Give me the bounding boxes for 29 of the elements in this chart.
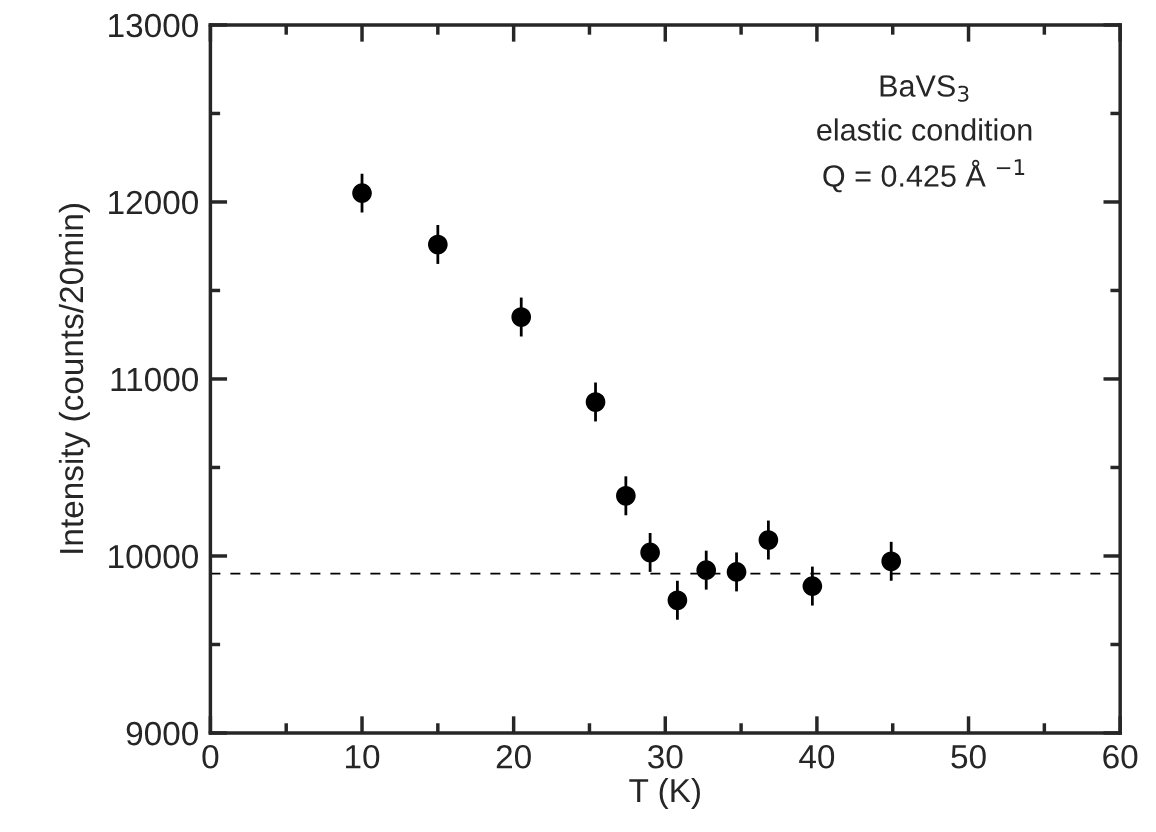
- x-tick-label: 30: [648, 744, 683, 769]
- point: [667, 590, 688, 611]
- x-tick-label: 50: [951, 744, 986, 769]
- point: [881, 551, 902, 572]
- point: [696, 560, 717, 580]
- point: [428, 234, 448, 255]
- point: [585, 392, 606, 412]
- x-tick-label: 10: [346, 744, 380, 769]
- y-tick-label: 10000: [109, 544, 198, 569]
- x-tick-label: 20: [496, 744, 531, 769]
- point: [758, 530, 779, 550]
- point: [802, 576, 823, 596]
- point: [511, 307, 532, 327]
- y-tick-label: 13000: [109, 13, 198, 38]
- x-tick-label: 60: [1103, 744, 1138, 769]
- y-tick-label: 9000: [126, 721, 198, 746]
- y-tick-label: 11000: [111, 367, 198, 392]
- point: [726, 562, 747, 582]
- x-tick-label: 0: [202, 744, 219, 769]
- y-axis-title: Intensity (counts/20min): [58, 204, 90, 553]
- annotation: Q = 0.425 Å $^{−1}$: [823, 159, 1025, 193]
- point: [616, 485, 636, 506]
- y-tick-label: 12000: [109, 190, 198, 215]
- point: [640, 542, 660, 563]
- annotation: elastic condition: [817, 118, 1032, 141]
- x-tick-label: 40: [799, 744, 835, 769]
- x-axis-title: T (K): [629, 777, 700, 810]
- point: [352, 183, 372, 203]
- annotation: BaVS$_{3}$: [880, 75, 969, 102]
